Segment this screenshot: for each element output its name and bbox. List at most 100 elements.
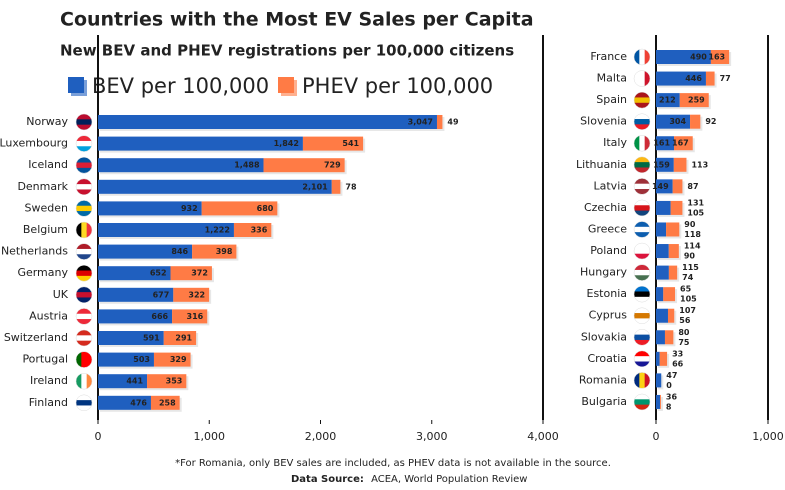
category-label: Denmark — [17, 180, 68, 193]
category-label: Cyprus — [589, 309, 628, 322]
value-label: 90 — [684, 220, 696, 229]
bar-bev — [98, 223, 234, 237]
bar-phev — [673, 157, 687, 172]
flag-stripe — [86, 222, 92, 238]
x-tick-label: 4,000 — [527, 430, 559, 443]
value-label: 105 — [680, 295, 697, 304]
flag-icon — [76, 200, 92, 217]
value-label: 105 — [687, 208, 704, 217]
flag-stripe — [634, 183, 650, 190]
category-label: UK — [53, 288, 69, 301]
flag-stripe — [634, 296, 650, 303]
category-label: Estonia — [587, 287, 628, 300]
bar-bev — [656, 93, 680, 108]
value-label: 1,842 — [274, 139, 299, 148]
flag-stripe — [76, 335, 92, 342]
x-tick-label: 0 — [653, 430, 660, 443]
bar-phev — [667, 308, 675, 323]
bar-bev — [98, 287, 174, 302]
flag-icon — [76, 351, 92, 368]
flag-stripe — [76, 313, 92, 320]
legend-label: PHEV per 100,000 — [302, 74, 493, 98]
flag-stripe — [76, 146, 92, 152]
flag-outline — [75, 156, 93, 174]
bar-phev — [201, 201, 278, 216]
flag-outline — [633, 113, 651, 130]
flag-stripe — [634, 92, 650, 98]
flag-stripe — [634, 393, 650, 400]
value-label: 372 — [191, 269, 208, 278]
flag-stripe — [634, 404, 650, 410]
flag-stripe — [634, 399, 650, 406]
value-label: 329 — [170, 355, 187, 364]
legend-swatch — [278, 77, 294, 93]
flag-stripe — [81, 351, 88, 368]
flag-outline — [633, 372, 651, 389]
bar-phev — [263, 158, 345, 173]
flag-stripe — [634, 189, 650, 195]
flag-outline — [75, 329, 93, 347]
flag-stripe — [76, 162, 92, 169]
value-label: 259 — [688, 96, 705, 105]
value-label: 149 — [652, 182, 669, 191]
bar-bev — [656, 330, 665, 345]
value-label: 0 — [666, 381, 672, 390]
bar-phev — [668, 265, 678, 280]
bar-bev — [656, 244, 669, 259]
bar-phev — [331, 179, 341, 194]
flag-stripe — [639, 49, 646, 65]
bar-bev — [656, 308, 668, 323]
flag-stripe — [634, 275, 650, 281]
flag-stripe — [644, 372, 650, 389]
flag-stripe — [76, 265, 92, 272]
value-label: 65 — [680, 285, 692, 294]
flag-outline — [633, 307, 651, 324]
flag-stripe — [639, 70, 646, 87]
flag-stripe — [634, 232, 650, 238]
category-label: Germany — [17, 266, 68, 279]
flag-stripe — [76, 200, 92, 207]
value-label: 353 — [166, 377, 183, 386]
flag-outline — [633, 329, 651, 346]
flag-stripe — [76, 394, 92, 401]
value-label: 131 — [687, 198, 704, 207]
value-label: 80 — [678, 328, 690, 337]
flag-stripe — [634, 307, 650, 314]
bar-bev — [656, 351, 660, 366]
category-label: Slovakia — [581, 330, 627, 343]
category-label: Slovenia — [580, 115, 627, 128]
flag-outline — [633, 393, 651, 411]
value-label: 36 — [666, 392, 678, 401]
bar-bev — [98, 395, 151, 410]
bar-bev — [656, 394, 661, 409]
flag-stripe — [634, 135, 640, 152]
flag-stripe — [634, 318, 650, 324]
source-text: ACEA, World Population Review — [371, 474, 527, 485]
value-label: 666 — [151, 312, 168, 321]
flag-icon — [76, 222, 92, 238]
flag-stripe — [634, 167, 650, 173]
value-label: 846 — [171, 247, 188, 256]
category-label: Sweden — [25, 201, 68, 214]
bar-phev — [672, 179, 683, 194]
value-label: 3,047 — [408, 118, 433, 127]
value-label: 56 — [679, 316, 691, 325]
flag-icon — [634, 113, 650, 130]
value-label: 74 — [682, 273, 694, 282]
category-label: Iceland — [28, 158, 68, 171]
value-label: 8 — [666, 402, 672, 411]
flag-stripe — [76, 248, 92, 255]
bar-phev — [436, 115, 443, 129]
flag-outline — [633, 134, 651, 152]
value-label: 33 — [672, 349, 683, 358]
bar-bev — [656, 373, 662, 388]
flag-icon — [634, 307, 650, 324]
bar-bev — [98, 352, 154, 367]
bar-bev — [98, 179, 332, 194]
flag-stripe — [76, 330, 92, 336]
flag-stripe — [76, 124, 92, 130]
flag-icon — [76, 373, 92, 390]
value-label: 503 — [133, 355, 150, 364]
flag-stripe — [634, 226, 650, 233]
